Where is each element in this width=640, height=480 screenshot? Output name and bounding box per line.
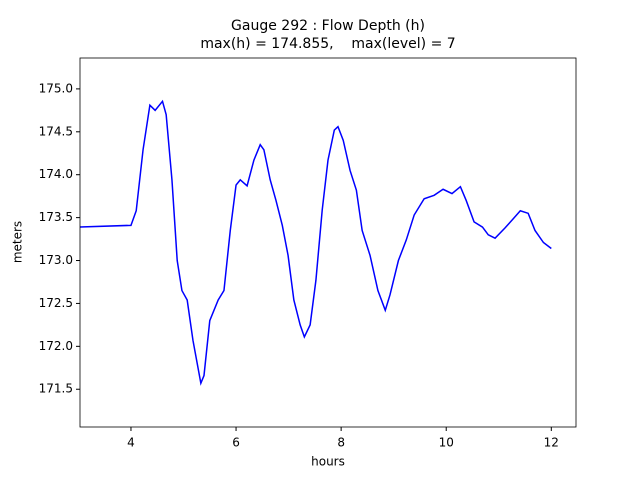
- y-tick-label: 174.0: [39, 167, 73, 181]
- x-axis-label: hours: [311, 455, 345, 469]
- y-tick-label: 175.0: [39, 81, 73, 95]
- y-tick-label: 172.5: [39, 296, 73, 310]
- y-tick-label: 173.5: [39, 210, 73, 224]
- line-series: [80, 99, 552, 386]
- y-tick-label: 173.0: [39, 253, 73, 267]
- x-tick-label: 6: [232, 436, 240, 450]
- plot-frame: [79, 57, 577, 428]
- x-tick-label: 12: [544, 436, 559, 450]
- y-tick-label: 174.5: [39, 124, 73, 138]
- chart-title: Gauge 292 : Flow Depth (h): [231, 18, 425, 34]
- x-tick-label: 4: [127, 436, 135, 450]
- y-axis-label: meters: [11, 221, 25, 263]
- x-tick-label: 10: [439, 436, 454, 450]
- chart-subtitle: max(h) = 174.855, max(level) = 7: [200, 36, 455, 52]
- y-tick-label: 172.0: [39, 339, 73, 353]
- x-tick-label: 8: [337, 436, 345, 450]
- y-tick-label: 171.5: [39, 382, 73, 396]
